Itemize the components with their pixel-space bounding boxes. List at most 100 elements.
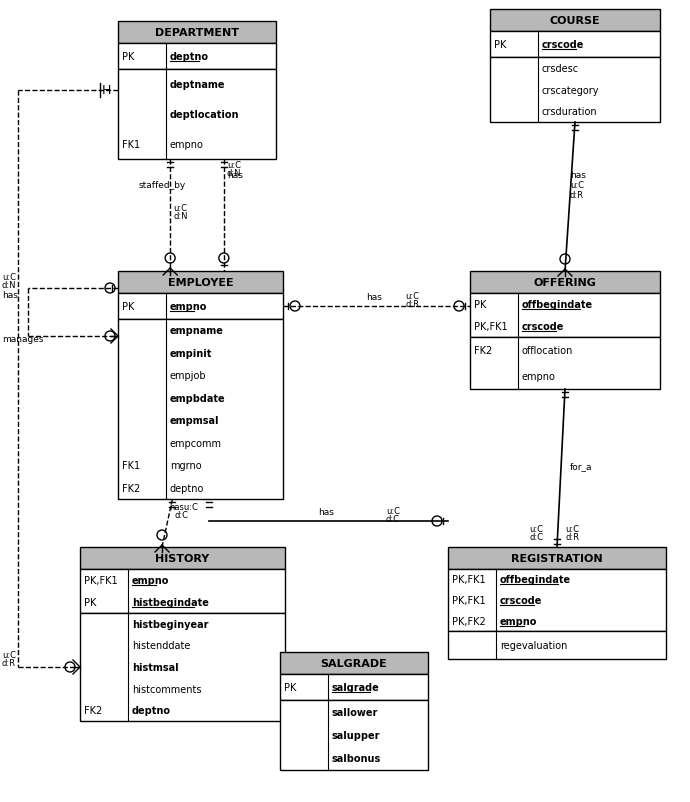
Text: u:C: u:C bbox=[173, 204, 187, 213]
Text: PK,FK1: PK,FK1 bbox=[474, 322, 508, 331]
Text: crscode: crscode bbox=[522, 322, 564, 331]
Bar bbox=[118, 70, 276, 160]
Bar bbox=[470, 338, 660, 390]
Text: d:C: d:C bbox=[175, 510, 188, 520]
Text: empname: empname bbox=[170, 326, 224, 336]
Text: d:N: d:N bbox=[2, 281, 17, 290]
Bar bbox=[118, 44, 276, 70]
Text: deptno: deptno bbox=[170, 483, 204, 493]
Text: PK,FK1: PK,FK1 bbox=[84, 575, 117, 585]
Bar bbox=[448, 569, 666, 631]
Text: empno: empno bbox=[500, 616, 538, 626]
Bar bbox=[118, 294, 283, 320]
Text: FK2: FK2 bbox=[84, 705, 102, 715]
Text: PK: PK bbox=[84, 597, 97, 607]
Text: d:N: d:N bbox=[173, 212, 188, 221]
Text: PK: PK bbox=[494, 40, 506, 50]
Text: crscode: crscode bbox=[500, 595, 542, 606]
Text: has: has bbox=[318, 508, 334, 516]
Text: has: has bbox=[570, 170, 586, 180]
Text: deptname: deptname bbox=[170, 80, 226, 90]
Text: histbegindate: histbegindate bbox=[132, 597, 209, 607]
Text: d:R: d:R bbox=[565, 533, 579, 541]
Text: u:C: u:C bbox=[2, 650, 16, 659]
Text: u:C: u:C bbox=[2, 273, 16, 282]
Text: crscode: crscode bbox=[542, 40, 584, 50]
Bar bbox=[118, 22, 276, 44]
Text: offbegindate: offbegindate bbox=[500, 574, 571, 585]
Text: has: has bbox=[2, 290, 18, 300]
Text: u:C: u:C bbox=[565, 525, 579, 533]
Text: REGISTRATION: REGISTRATION bbox=[511, 553, 603, 563]
Text: deptno: deptno bbox=[132, 705, 171, 715]
Text: mgrno: mgrno bbox=[170, 460, 201, 471]
Text: empbdate: empbdate bbox=[170, 393, 226, 403]
Bar bbox=[448, 631, 666, 659]
Text: sallower: sallower bbox=[332, 707, 378, 717]
Text: PK: PK bbox=[122, 302, 135, 312]
Text: manages: manages bbox=[2, 334, 43, 343]
Text: FK2: FK2 bbox=[474, 346, 492, 355]
Text: FK1: FK1 bbox=[122, 460, 140, 471]
Bar bbox=[448, 547, 666, 569]
Bar bbox=[470, 294, 660, 338]
Text: u:C: u:C bbox=[227, 160, 241, 170]
Text: empmsal: empmsal bbox=[170, 415, 219, 426]
Bar bbox=[80, 569, 285, 614]
Text: EMPLOYEE: EMPLOYEE bbox=[168, 277, 233, 288]
Text: empno: empno bbox=[170, 140, 204, 150]
Text: empno: empno bbox=[522, 371, 556, 382]
Text: crscategory: crscategory bbox=[542, 85, 600, 95]
Text: for_a: for_a bbox=[570, 461, 593, 471]
Text: empcomm: empcomm bbox=[170, 438, 222, 448]
Text: histmsal: histmsal bbox=[132, 662, 179, 672]
Text: offlocation: offlocation bbox=[522, 346, 573, 355]
Text: salupper: salupper bbox=[332, 730, 380, 740]
Bar bbox=[118, 320, 283, 500]
Text: empinit: empinit bbox=[170, 348, 213, 358]
Text: PK,FK1: PK,FK1 bbox=[452, 574, 486, 585]
Text: has: has bbox=[227, 171, 243, 180]
Bar bbox=[118, 272, 283, 294]
Bar bbox=[490, 10, 660, 32]
Bar bbox=[470, 272, 660, 294]
Text: PK,FK2: PK,FK2 bbox=[452, 616, 486, 626]
Bar bbox=[280, 700, 428, 770]
Bar bbox=[280, 674, 428, 700]
Text: d:R: d:R bbox=[570, 190, 584, 199]
Text: empno: empno bbox=[132, 575, 169, 585]
Text: PK: PK bbox=[284, 683, 297, 692]
Text: empjob: empjob bbox=[170, 371, 206, 381]
Text: deptno: deptno bbox=[170, 52, 209, 62]
Text: deptlocation: deptlocation bbox=[170, 110, 239, 119]
Text: histcomments: histcomments bbox=[132, 684, 201, 694]
Text: u:C: u:C bbox=[386, 506, 400, 516]
Text: salbonus: salbonus bbox=[332, 753, 382, 764]
Text: OFFERING: OFFERING bbox=[533, 277, 596, 288]
Text: hasu:C: hasu:C bbox=[170, 502, 198, 512]
Text: staffed_by: staffed_by bbox=[138, 180, 186, 190]
Text: u:C: u:C bbox=[529, 525, 543, 533]
Bar bbox=[80, 547, 285, 569]
Text: histbeginyear: histbeginyear bbox=[132, 619, 208, 629]
Text: DEPARTMENT: DEPARTMENT bbox=[155, 28, 239, 38]
Bar bbox=[80, 614, 285, 721]
Text: SALGRADE: SALGRADE bbox=[321, 658, 387, 668]
Text: u:C: u:C bbox=[570, 180, 584, 189]
Text: PK,FK1: PK,FK1 bbox=[452, 595, 486, 606]
Text: PK: PK bbox=[122, 52, 135, 62]
Text: PK: PK bbox=[474, 300, 486, 310]
Text: d:N: d:N bbox=[227, 168, 242, 178]
Text: crsduration: crsduration bbox=[542, 107, 598, 117]
Text: offbegindate: offbegindate bbox=[522, 300, 593, 310]
Bar bbox=[490, 58, 660, 123]
Text: regevaluation: regevaluation bbox=[500, 640, 567, 650]
Bar bbox=[280, 652, 428, 674]
Text: FK2: FK2 bbox=[122, 483, 140, 493]
Text: u:C: u:C bbox=[405, 292, 419, 301]
Bar bbox=[490, 32, 660, 58]
Text: crsdesc: crsdesc bbox=[542, 63, 579, 74]
Text: has: has bbox=[366, 293, 382, 302]
Text: COURSE: COURSE bbox=[550, 16, 600, 26]
Text: HISTORY: HISTORY bbox=[155, 553, 210, 563]
